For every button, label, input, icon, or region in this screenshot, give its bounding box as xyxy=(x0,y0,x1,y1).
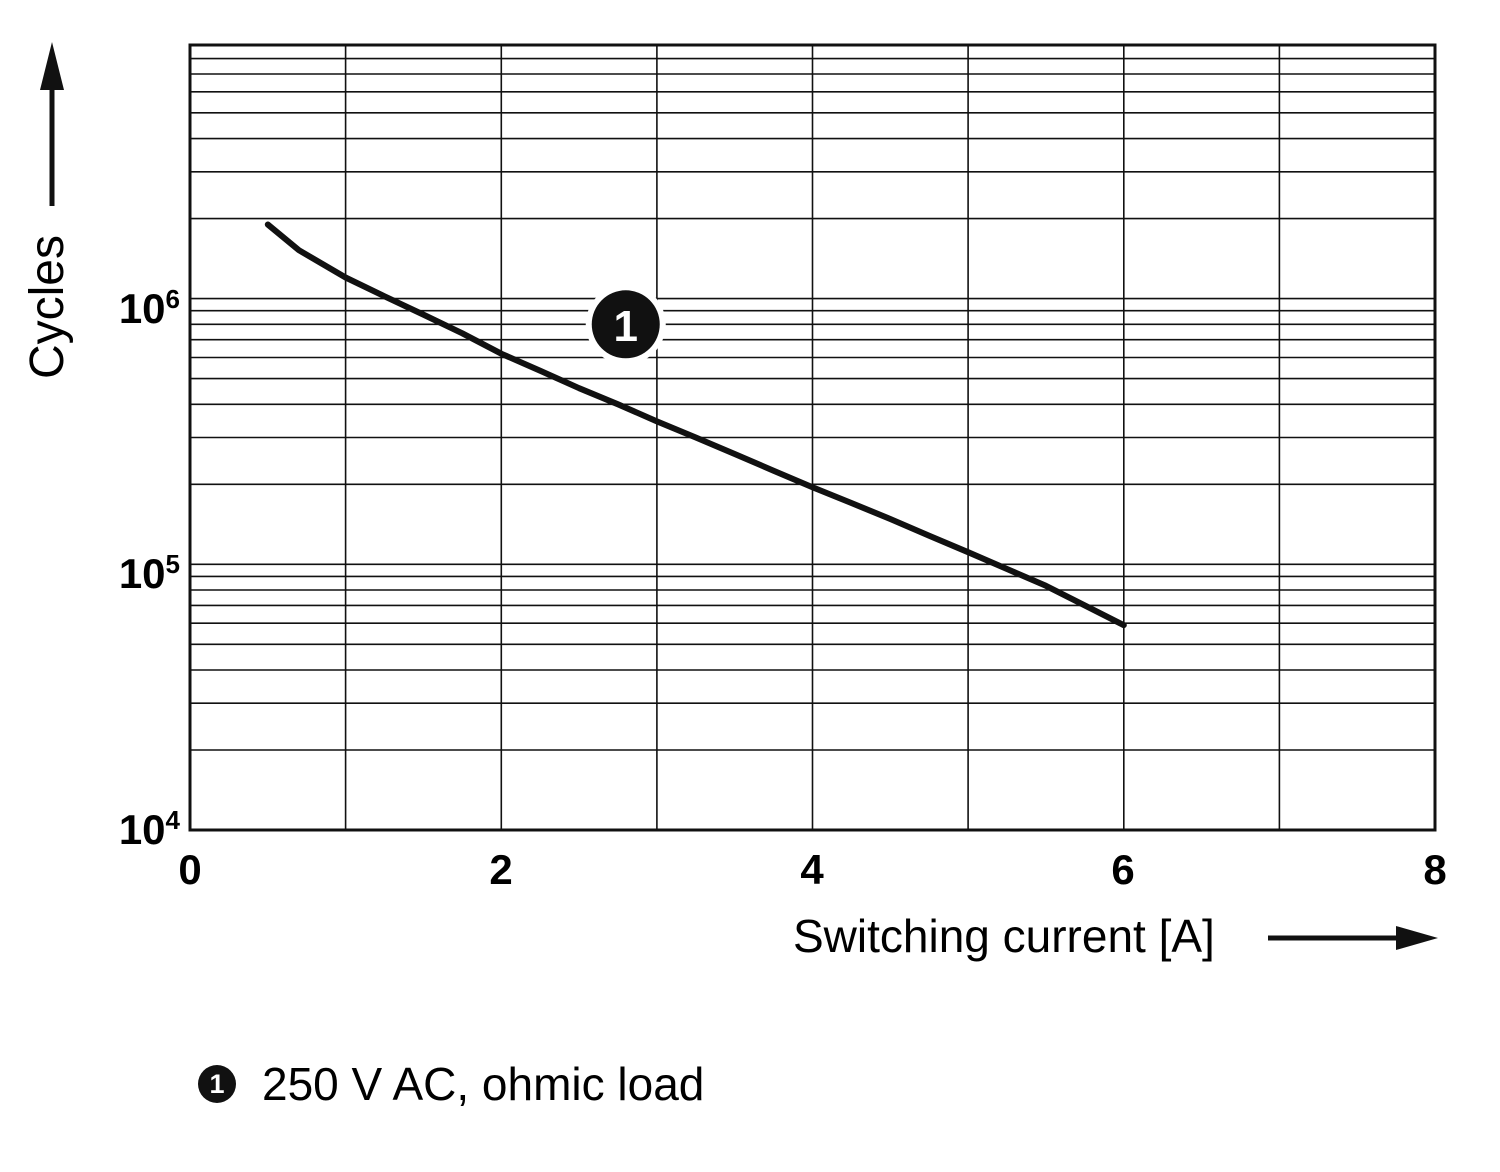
y-tick-1e6: 106 xyxy=(70,273,180,335)
y-tick-1e4: 104 xyxy=(70,794,180,856)
curve-marker-number: 1 xyxy=(614,302,638,351)
y-tick-1e5: 105 xyxy=(70,538,180,600)
plot-border xyxy=(188,43,1437,832)
y-tick-exp: 5 xyxy=(165,549,180,579)
x-tick-6: 6 xyxy=(1111,846,1135,893)
y-tick-base: 10 xyxy=(118,550,166,597)
x-tick-2: 2 xyxy=(489,846,513,893)
x-axis-arrow-icon xyxy=(1268,926,1438,950)
x-axis-label: Switching current [A] xyxy=(793,910,1215,962)
y-tick-exp: 4 xyxy=(165,805,180,835)
x-tick-0: 0 xyxy=(178,846,202,893)
legend-marker-number: 1 xyxy=(209,1069,225,1099)
y-axis-arrow-icon xyxy=(40,42,64,206)
y-axis-label: Cycles xyxy=(21,234,74,380)
series-1-curve xyxy=(264,221,1127,629)
curve-marker-1 xyxy=(591,290,660,359)
plot-area: 1 xyxy=(188,43,1437,832)
x-tick-4: 4 xyxy=(800,846,824,893)
legend-marker-1: 1 xyxy=(198,1065,236,1103)
legend-text: 250 V AC, ohmic load xyxy=(262,1058,705,1110)
x-tick-8: 8 xyxy=(1423,846,1447,893)
y-tick-base: 10 xyxy=(118,806,166,853)
y-tick-base: 10 xyxy=(118,285,166,332)
legend: 1 250 V AC, ohmic load xyxy=(198,1058,704,1110)
y-tick-exp: 6 xyxy=(165,284,180,314)
